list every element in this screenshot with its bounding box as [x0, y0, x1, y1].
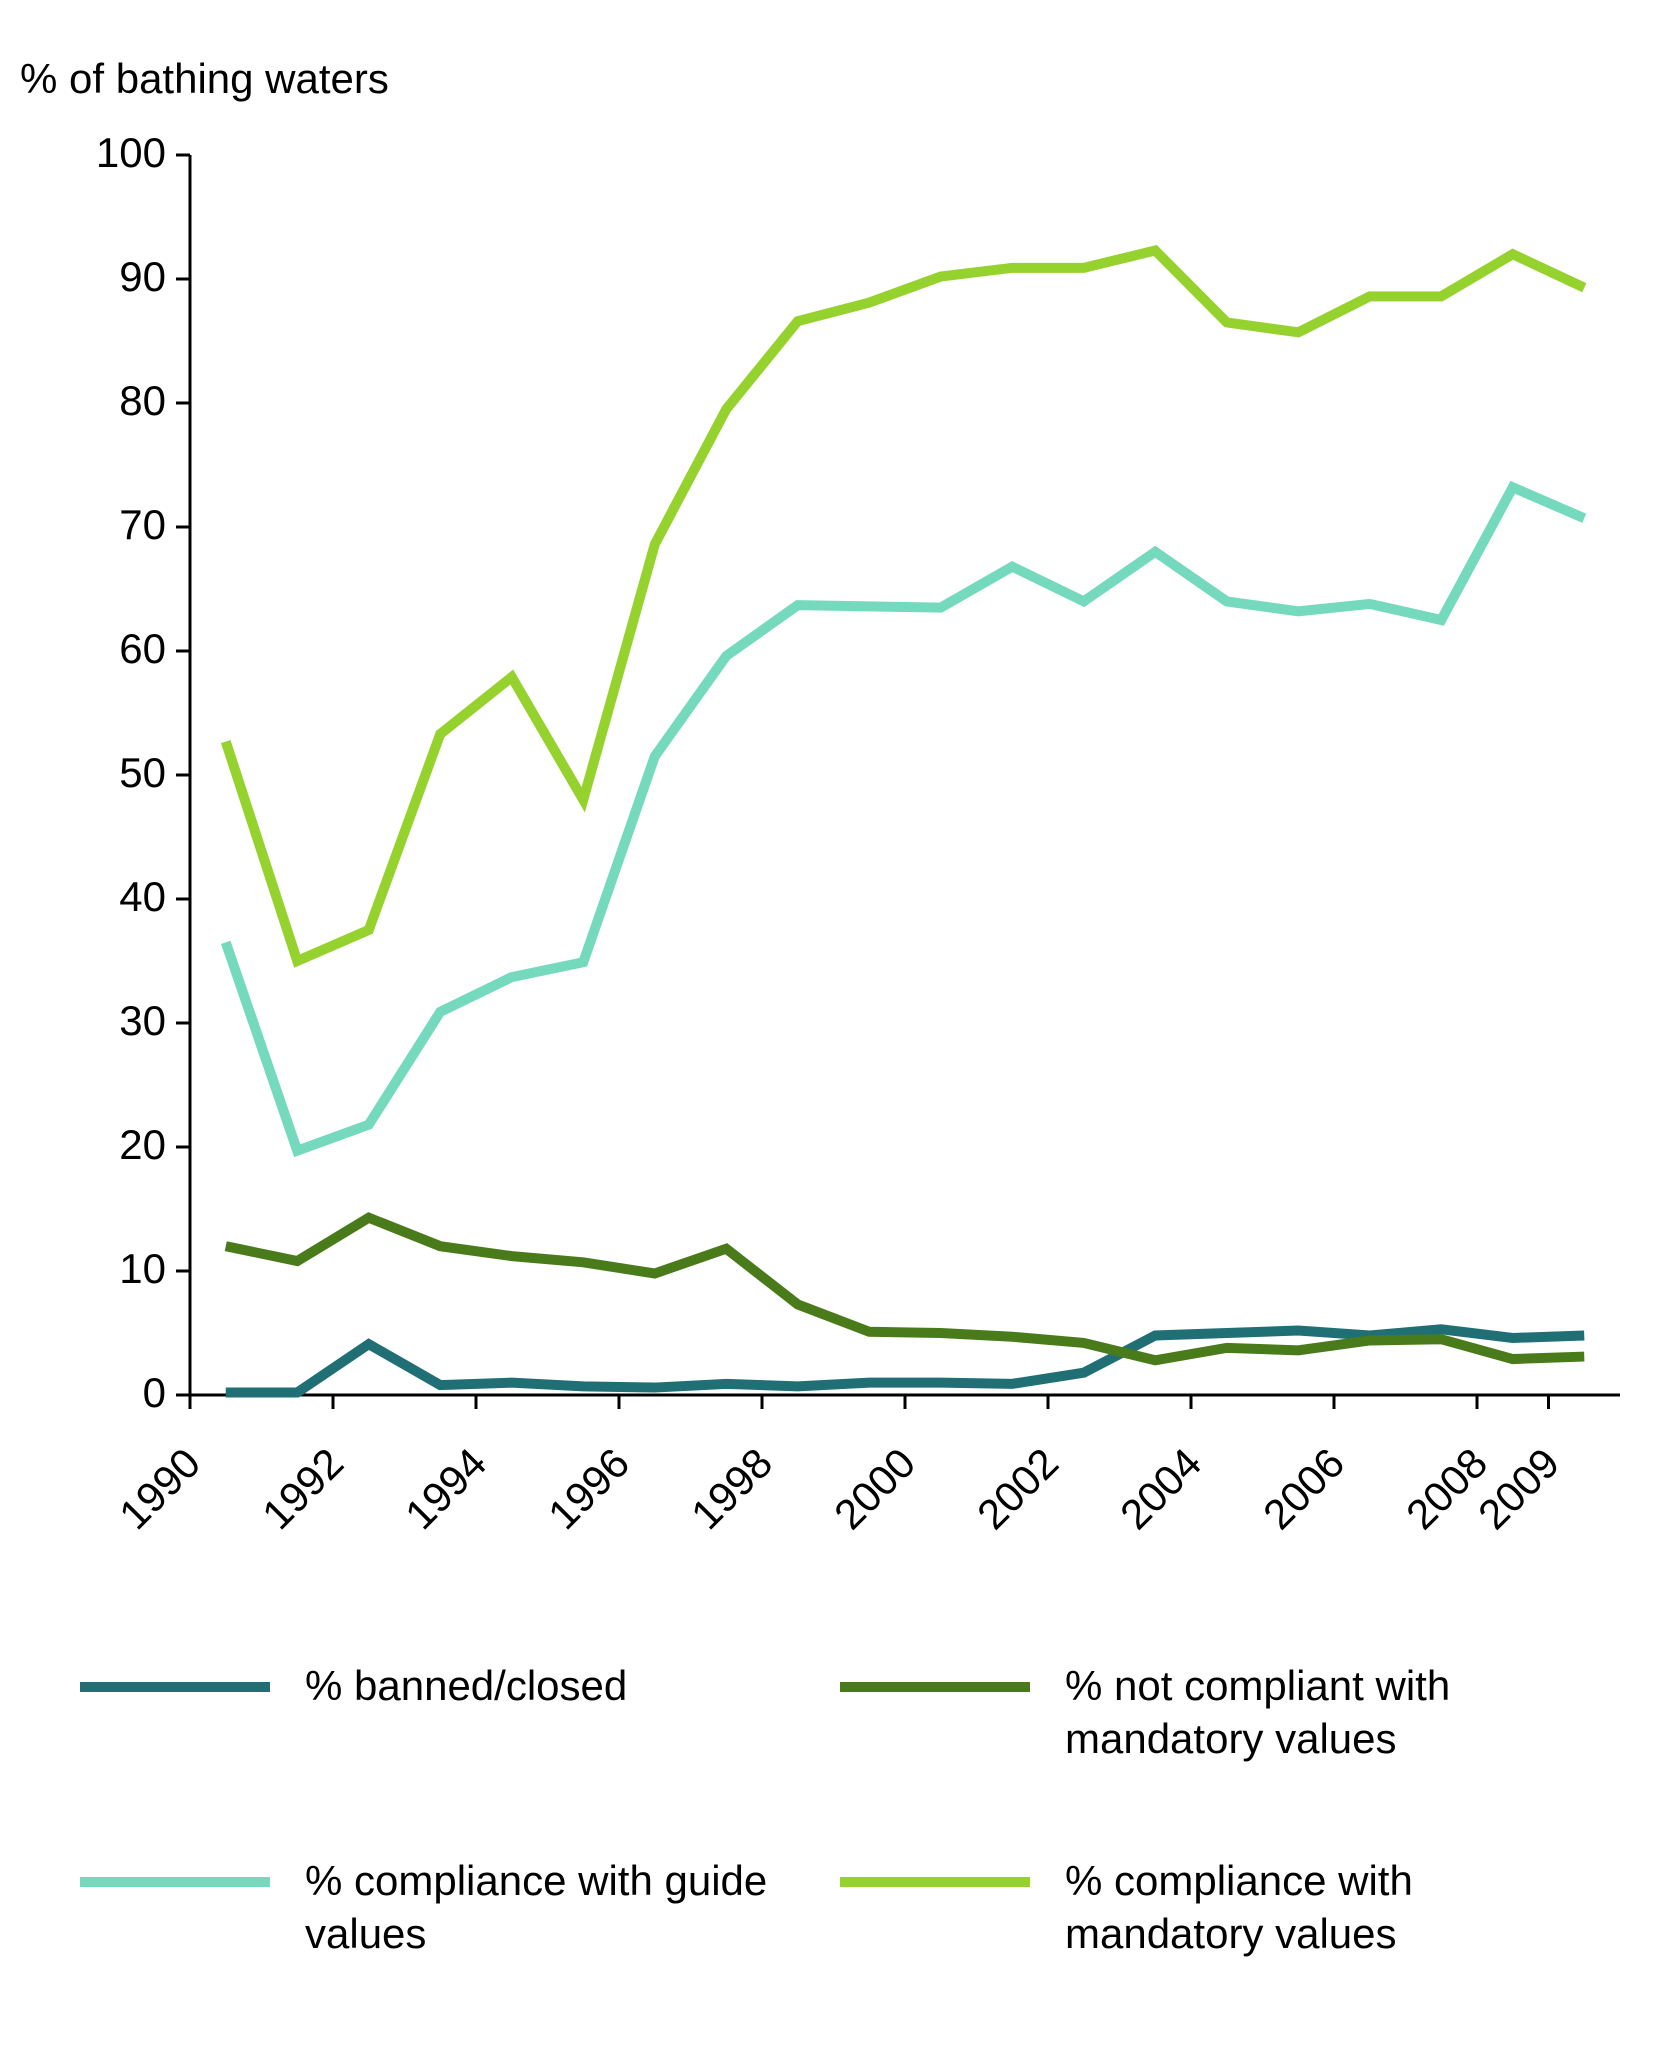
legend-swatch: [80, 1682, 270, 1692]
y-tick-label: 30: [119, 997, 166, 1045]
y-tick-label: 90: [119, 253, 166, 301]
y-tick-label: 80: [119, 377, 166, 425]
y-tick-label: 40: [119, 873, 166, 921]
y-tick-label: 50: [119, 749, 166, 797]
chart-container: % of bathing waters 01020304050607080901…: [0, 0, 1663, 2039]
y-tick-label: 60: [119, 625, 166, 673]
legend-swatch: [80, 1877, 270, 1887]
legend-label: % compliance with guide values: [305, 1855, 800, 1960]
legend-label: % compliance with mandatory values: [1065, 1855, 1560, 1960]
legend-item-compliance-guide: % compliance with guide values: [80, 1855, 800, 1960]
y-tick-label: 10: [119, 1245, 166, 1293]
legend-item-not-compliant-mandatory: % not compliant with mandatory values: [840, 1660, 1560, 1765]
legend-swatch: [840, 1877, 1030, 1887]
y-tick-label: 0: [143, 1369, 166, 1417]
legend-swatch: [840, 1682, 1030, 1692]
legend: % banned/closed % not compliant with mand…: [80, 1660, 1600, 2050]
legend-item-banned-closed: % banned/closed: [80, 1660, 800, 1765]
series-not_compliant_mandatory: [226, 1218, 1585, 1361]
legend-label: % not compliant with mandatory values: [1065, 1660, 1560, 1765]
legend-item-compliance-mandatory: % compliance with mandatory values: [840, 1855, 1560, 1960]
legend-label: % banned/closed: [305, 1660, 627, 1713]
y-tick-label: 100: [96, 129, 166, 177]
chart-plot: [0, 0, 1663, 1600]
series-compliance_guide: [226, 487, 1585, 1150]
y-tick-label: 70: [119, 501, 166, 549]
y-tick-label: 20: [119, 1121, 166, 1169]
